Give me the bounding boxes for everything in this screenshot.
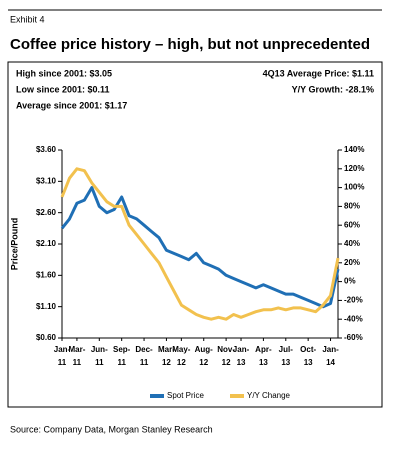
y2-tick-label: 80% (344, 202, 360, 211)
chart-frame (7, 61, 383, 408)
x-tick-label: Jan-11 (54, 345, 71, 367)
annotation: Average since 2001: $1.17 (16, 100, 127, 110)
x-tick-label: Dec-11 (135, 345, 153, 367)
y2-tick-label: -20% (344, 296, 363, 305)
annotation: Low since 2001: $0.11 (16, 84, 110, 94)
legend-label: Y/Y Change (247, 391, 291, 400)
exhibit-label: Exhibit 4 (10, 14, 45, 24)
y2-tick-label: 100% (344, 183, 364, 192)
y2-tick-label: 0% (344, 277, 356, 286)
y2-tick-label: -60% (344, 333, 363, 342)
x-tick-label: Jan-14 (322, 345, 339, 367)
x-tick-label: Jan-13 (233, 345, 250, 367)
y-tick-label: $2.10 (36, 239, 57, 248)
y2-tick-label: 140% (344, 145, 364, 154)
y-tick-label: $1.60 (36, 270, 57, 279)
legend-label: Spot Price (167, 391, 204, 400)
x-tick-label: Oct-13 (300, 345, 316, 367)
x-tick-label: Sep-11 (113, 345, 131, 367)
y2-tick-label: 60% (344, 220, 360, 229)
annotation: Y/Y Growth: -28.1% (292, 84, 374, 94)
x-tick-label: May-12 (172, 345, 191, 367)
x-tick-label: Jun-11 (91, 345, 108, 367)
y2-tick-label: 40% (344, 239, 360, 248)
y-tick-label: $2.60 (36, 208, 57, 217)
y-tick-label: $0.60 (36, 333, 57, 342)
y-axis-title: Price/Pound (9, 218, 19, 271)
chart-title: Coffee price history – high, but not unp… (10, 36, 370, 53)
x-tick-label: Apr-13 (255, 345, 272, 367)
x-tick-label: Jul-13 (279, 345, 294, 367)
x-tick-label: Mar-12 (158, 345, 175, 367)
y2-tick-label: 20% (344, 258, 360, 267)
y2-tick-label: 120% (344, 164, 364, 173)
x-tick-label: Aug-12 (195, 345, 214, 367)
y-tick-label: $3.60 (36, 145, 57, 154)
source: Source: Company Data, Morgan Stanley Res… (10, 424, 213, 434)
annotation: 4Q13 Average Price: $1.11 (263, 68, 374, 78)
series-line (60, 186, 340, 309)
annotation: High since 2001: $3.05 (16, 68, 112, 78)
y2-tick-label: -40% (344, 314, 363, 323)
y-tick-label: $1.10 (36, 302, 57, 311)
x-tick-label: Nov-12 (217, 345, 235, 367)
y-tick-label: $3.10 (36, 176, 57, 185)
series-line (60, 167, 340, 321)
x-tick-label: Mar-11 (68, 345, 85, 367)
